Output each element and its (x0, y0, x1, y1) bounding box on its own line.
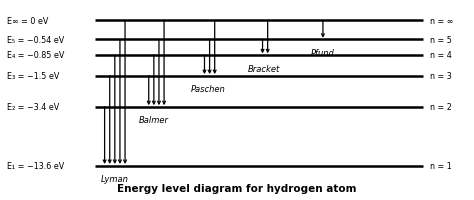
Text: Bracket: Bracket (248, 64, 280, 73)
Text: n = 1: n = 1 (430, 161, 452, 170)
Text: E₄ = −0.85 eV: E₄ = −0.85 eV (7, 51, 64, 60)
Text: E₂ = −3.4 eV: E₂ = −3.4 eV (7, 103, 59, 112)
Text: Energy level diagram for hydrogen atom: Energy level diagram for hydrogen atom (117, 183, 357, 193)
Text: n = ∞: n = ∞ (430, 17, 453, 26)
Text: E₁ = −13.6 eV: E₁ = −13.6 eV (7, 161, 64, 170)
Text: n = 2: n = 2 (430, 103, 452, 112)
Text: E∞ = 0 eV: E∞ = 0 eV (7, 17, 48, 26)
Text: Balmer: Balmer (138, 116, 168, 125)
Text: E₅ = −0.54 eV: E₅ = −0.54 eV (7, 36, 64, 45)
Text: n = 4: n = 4 (430, 51, 452, 60)
Text: Lyman: Lyman (101, 174, 129, 183)
Text: E₃ = −1.5 eV: E₃ = −1.5 eV (7, 72, 59, 81)
Text: Paschen: Paschen (191, 85, 226, 94)
Text: Pfund: Pfund (311, 49, 335, 58)
Text: n = 3: n = 3 (430, 72, 452, 81)
Text: n = 5: n = 5 (430, 36, 452, 45)
